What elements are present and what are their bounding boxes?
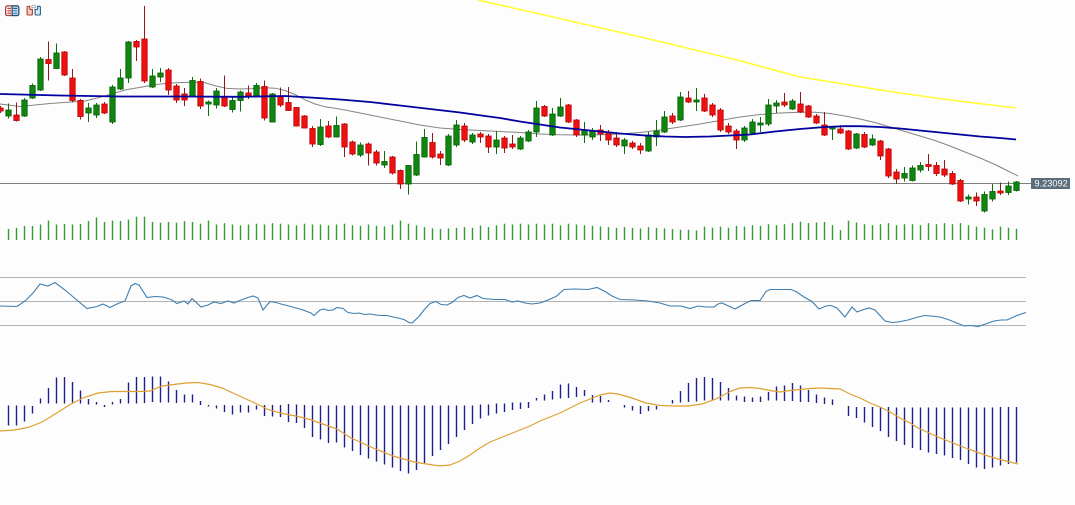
svg-text:9.23092: 9.23092 — [1035, 179, 1068, 189]
